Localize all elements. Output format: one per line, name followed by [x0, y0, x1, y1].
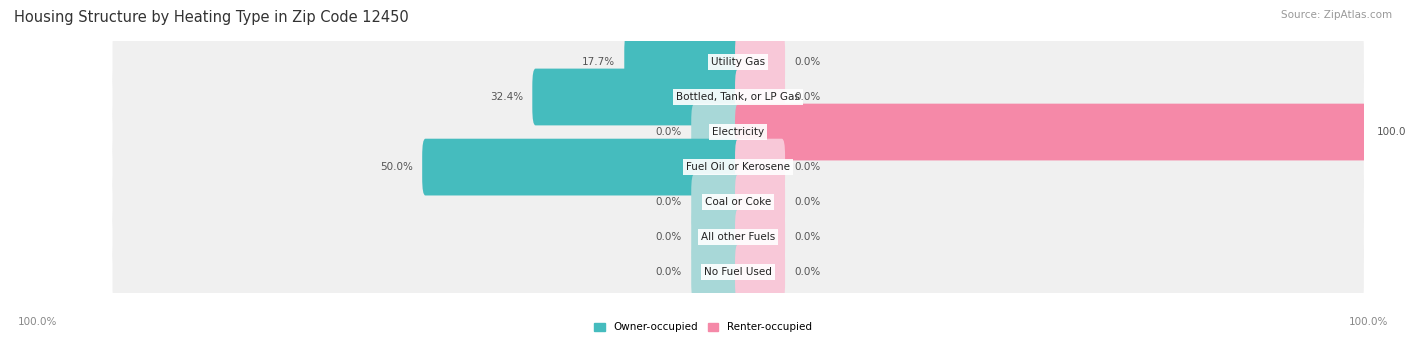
FancyBboxPatch shape [112, 65, 1364, 129]
FancyBboxPatch shape [735, 209, 785, 266]
Text: Source: ZipAtlas.com: Source: ZipAtlas.com [1281, 10, 1392, 20]
Text: 0.0%: 0.0% [655, 267, 682, 277]
Text: 100.0%: 100.0% [1348, 317, 1388, 327]
Text: 32.4%: 32.4% [489, 92, 523, 102]
Text: 0.0%: 0.0% [794, 57, 821, 67]
FancyBboxPatch shape [692, 104, 741, 160]
FancyBboxPatch shape [735, 69, 785, 125]
FancyBboxPatch shape [735, 139, 785, 195]
FancyBboxPatch shape [112, 170, 1364, 234]
FancyBboxPatch shape [112, 135, 1364, 199]
Text: Coal or Coke: Coal or Coke [704, 197, 772, 207]
Text: 0.0%: 0.0% [655, 197, 682, 207]
FancyBboxPatch shape [692, 209, 741, 266]
Text: No Fuel Used: No Fuel Used [704, 267, 772, 277]
Text: 0.0%: 0.0% [655, 232, 682, 242]
FancyBboxPatch shape [692, 244, 741, 301]
FancyBboxPatch shape [735, 33, 785, 90]
Text: 0.0%: 0.0% [655, 127, 682, 137]
Text: 17.7%: 17.7% [582, 57, 614, 67]
Text: 100.0%: 100.0% [1376, 127, 1406, 137]
FancyBboxPatch shape [624, 33, 741, 90]
Text: 0.0%: 0.0% [794, 197, 821, 207]
Text: 0.0%: 0.0% [794, 92, 821, 102]
FancyBboxPatch shape [533, 69, 741, 125]
Text: 0.0%: 0.0% [794, 232, 821, 242]
Text: Bottled, Tank, or LP Gas: Bottled, Tank, or LP Gas [676, 92, 800, 102]
Text: All other Fuels: All other Fuels [702, 232, 775, 242]
FancyBboxPatch shape [735, 174, 785, 231]
Text: 100.0%: 100.0% [18, 317, 58, 327]
Text: 50.0%: 50.0% [380, 162, 413, 172]
FancyBboxPatch shape [112, 100, 1364, 164]
FancyBboxPatch shape [112, 30, 1364, 94]
Text: 0.0%: 0.0% [794, 267, 821, 277]
FancyBboxPatch shape [112, 240, 1364, 304]
Text: Electricity: Electricity [711, 127, 765, 137]
Text: Utility Gas: Utility Gas [711, 57, 765, 67]
FancyBboxPatch shape [735, 104, 1367, 160]
Text: 0.0%: 0.0% [794, 162, 821, 172]
FancyBboxPatch shape [735, 244, 785, 301]
Text: Fuel Oil or Kerosene: Fuel Oil or Kerosene [686, 162, 790, 172]
Legend: Owner-occupied, Renter-occupied: Owner-occupied, Renter-occupied [595, 322, 811, 332]
FancyBboxPatch shape [112, 205, 1364, 269]
FancyBboxPatch shape [692, 174, 741, 231]
FancyBboxPatch shape [422, 139, 741, 195]
Text: Housing Structure by Heating Type in Zip Code 12450: Housing Structure by Heating Type in Zip… [14, 10, 409, 25]
